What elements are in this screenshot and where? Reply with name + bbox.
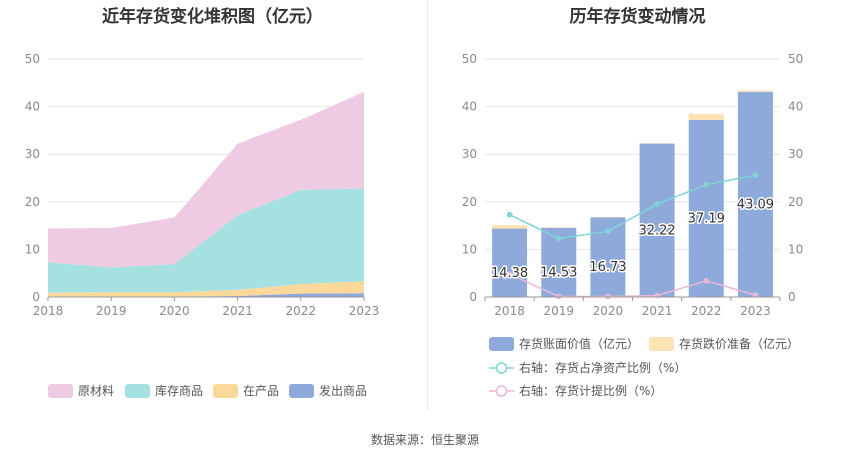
line-series-2 [509,273,756,298]
left-legend-swatch [289,384,314,398]
line-point-1 [506,211,513,218]
area-1 [48,293,364,297]
area-2 [48,281,364,297]
line-series-1 [509,174,756,240]
right-x-tick: 2023 [740,304,771,318]
right-y-tick-right: 20 [788,195,803,209]
bar-book-value [492,228,528,297]
left-legend-label: 原材料 [78,384,114,398]
data-source: 数据来源：恒生聚源 [370,433,479,447]
line-point-2 [654,292,660,299]
bar-value-label: 43.09 [737,197,774,212]
right-y-tick-right: 0 [788,290,796,304]
right-x-tick: 2021 [642,304,673,318]
bar-provision [737,90,773,92]
right-y-tick-left: 20 [462,195,477,209]
bar-provision [492,225,528,229]
right-y-tick-left: 50 [462,52,477,66]
right-legend-label: 存货跌价准备（亿元） [679,336,799,351]
right-y-tick-left: 40 [462,100,477,114]
bar-book-value [639,143,675,297]
bar-value-label: 14.38 [491,266,528,281]
left-y-tick: 50 [25,52,40,66]
left-y-tick: 40 [25,100,40,114]
left-chart-title: 近年存货变化堆积图（亿元） [102,7,323,27]
right-x-tick: 2020 [593,304,624,318]
right-y-tick-right: 50 [788,52,803,66]
bar-book-value [737,91,773,297]
left-x-tick: 2018 [33,304,64,318]
left-legend-label: 在产品 [243,384,279,398]
bar-book-value [688,119,724,297]
right-legend-label: 右轴：存货计提比例（%） [519,383,662,398]
right-legend-label: 右轴：存货占净资产比例（%） [519,360,686,375]
left-x-tick: 2022 [286,304,317,318]
right-legend-label: 存货账面价值（亿元） [519,336,639,351]
right-y-tick-right: 40 [788,100,803,114]
left-x-tick: 2019 [96,304,127,318]
left-y-tick: 10 [25,242,40,256]
line-point-2 [752,292,759,298]
right-y-tick-left: 10 [462,242,477,256]
right-legend-swatch [649,337,674,351]
line-point-1 [555,235,562,242]
right-x-tick: 2022 [691,304,722,318]
bar-value-label: 32.22 [638,223,675,238]
left-x-tick: 2020 [159,304,190,318]
bar-provision [688,113,724,120]
left-legend-label: 库存商品 [155,383,203,398]
right-x-tick: 2018 [494,304,525,318]
left-legend-swatch [125,384,150,398]
line-point-1 [703,181,710,188]
bar-value-label: 14.53 [540,265,577,280]
line-point-1 [654,201,660,207]
bar-value-label: 16.73 [589,260,626,275]
right-y-tick-right: 30 [788,147,803,161]
left-x-tick: 2023 [349,304,380,318]
left-y-tick: 0 [32,290,40,304]
left-x-tick: 2021 [222,304,253,318]
right-legend-marker [495,362,508,374]
right-y-tick-left: 0 [469,290,477,304]
right-y-tick-right: 10 [788,242,803,256]
left-y-tick: 20 [25,195,40,209]
bar-value-label: 37.19 [688,211,725,226]
area-3 [48,188,364,293]
panel-divider [427,0,428,410]
line-point-1 [752,172,759,178]
area-4 [48,91,364,268]
right-chart-title: 历年存货变动情况 [569,7,706,27]
right-x-tick: 2019 [543,304,574,318]
left-legend-label: 发出商品 [319,383,367,398]
left-legend-swatch [213,384,238,398]
right-legend-swatch [489,337,514,351]
left-y-tick: 30 [25,147,40,161]
right-y-tick-left: 30 [462,147,477,161]
line-point-2 [506,271,513,277]
line-point-2 [703,278,710,284]
left-legend-swatch [48,384,73,398]
right-legend-marker [495,385,508,397]
line-point-1 [605,228,611,235]
